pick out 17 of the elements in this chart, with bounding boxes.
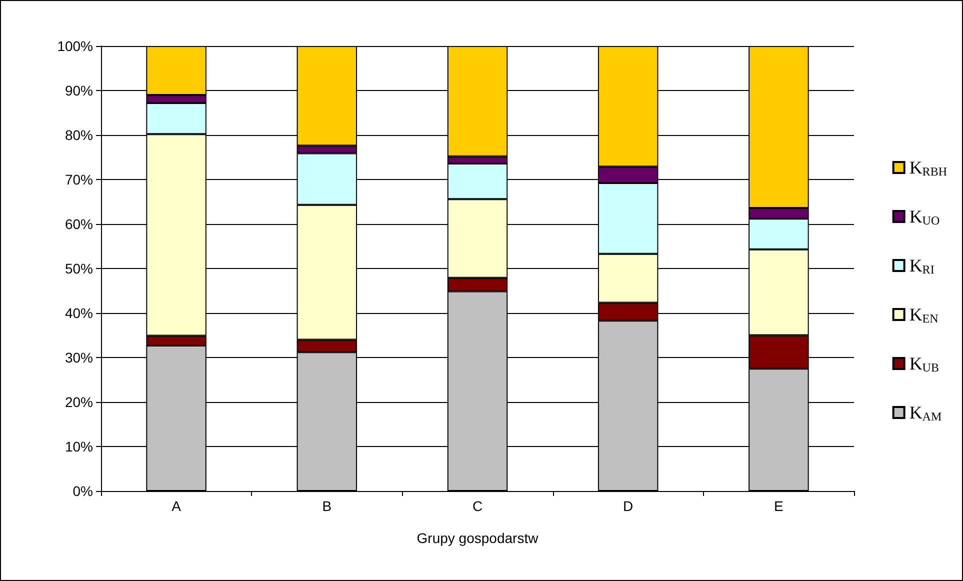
y-tick-label: 0% [72,483,93,499]
y-tick-label: 100% [57,38,93,54]
y-tick-label: 60% [64,216,93,232]
y-tick-label: 90% [64,82,93,98]
x-tick-label: D [623,498,634,514]
x-tick-label: B [322,498,332,514]
y-tick-label: 10% [64,438,93,454]
y-tick-label: 50% [64,260,93,276]
y-tick-label: 40% [64,305,93,321]
x-axis-title: Grupy gospodarstw [416,530,540,546]
x-tick-label: A [172,498,182,514]
x-tick-label: E [774,498,784,514]
y-tick-label: 20% [64,394,93,410]
y-tick-label: 70% [64,172,93,188]
y-tick-label: 80% [64,127,93,143]
x-tick-label: C [472,498,483,514]
y-tick-label: 30% [64,350,93,366]
